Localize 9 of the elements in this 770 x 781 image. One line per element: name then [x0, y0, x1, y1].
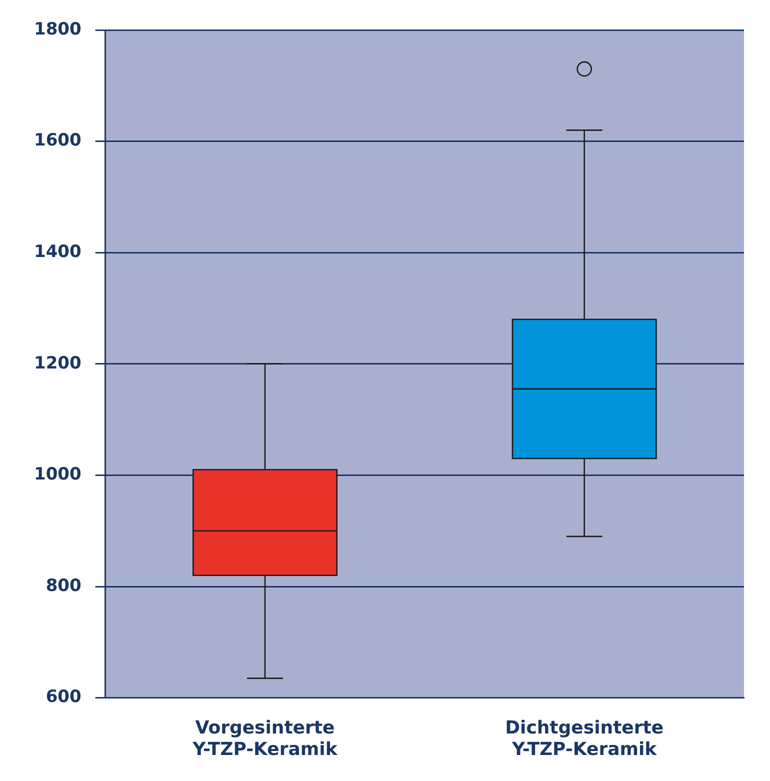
y-tick-label: 800	[46, 576, 82, 596]
y-tick-label: 1000	[34, 464, 82, 485]
y-tick-label: 1600	[34, 130, 82, 151]
y-tick-label: 1800	[34, 19, 82, 40]
y-tick-label: 1400	[34, 242, 82, 262]
y-tick-label: 600	[46, 687, 82, 708]
y-tick-label: 1200	[34, 353, 82, 374]
x-tick-label: Vorgesinterte Y-TZP-Keramik	[192, 717, 338, 760]
x-tick-label: Dichtgesinterte Y-TZP-Keramik	[505, 717, 664, 760]
